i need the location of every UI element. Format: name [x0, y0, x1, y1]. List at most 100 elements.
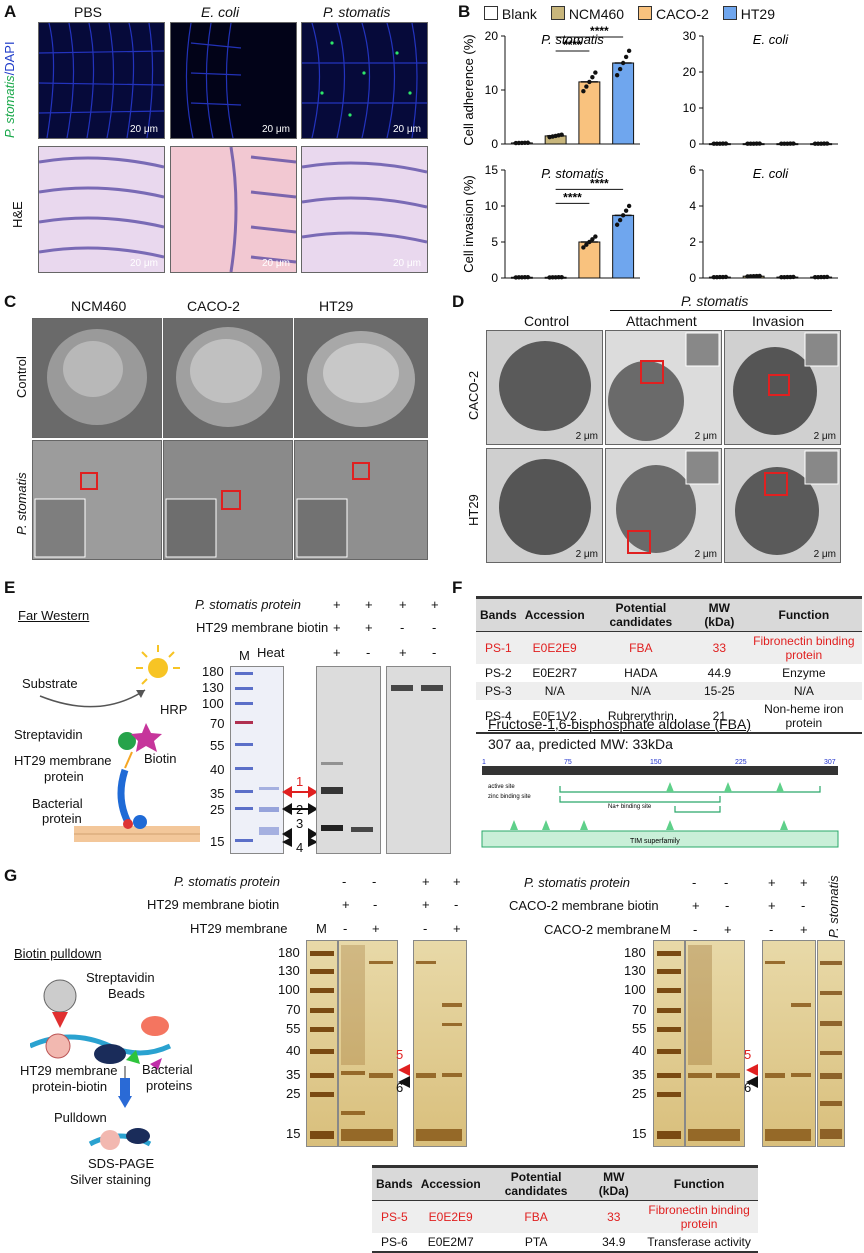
cond-value: +	[365, 620, 373, 635]
sem-ncm460-control	[32, 318, 162, 438]
cond-value: -	[372, 874, 377, 889]
site-label-tim: TIM superfamily	[630, 838, 680, 845]
cond-value: +	[333, 645, 341, 660]
diagram-label-biotin: Biotin	[144, 751, 177, 766]
bacterial-protein-shape	[117, 768, 134, 828]
y-tick-label: 30	[683, 29, 697, 43]
western-blot-lanes-1-2	[316, 666, 381, 854]
mw-40: 40	[286, 1043, 301, 1058]
data-point	[757, 273, 762, 279]
silver-gel-pstomatis-lane	[817, 940, 845, 1147]
micrograph-he-pstomatis: 20 μm	[301, 146, 428, 273]
row-label-caco2: CACO-2	[466, 370, 481, 420]
y-tick-label: 20	[683, 65, 697, 79]
marker-label: M	[239, 648, 250, 663]
tem-ht29-invasion: 2 μm	[724, 448, 841, 563]
significance-label: ****	[590, 24, 609, 38]
legend-swatch	[550, 6, 565, 20]
data-point	[559, 132, 564, 137]
data-point	[824, 141, 830, 146]
pulldown-diagram	[30, 979, 172, 1150]
ruler-tick: 75	[564, 759, 572, 766]
band-label-6: 6	[396, 1080, 404, 1095]
data-point	[623, 54, 629, 60]
candidates-table-f: Bands Accession Potential candidates MW …	[476, 596, 862, 734]
band-label-3: 3	[296, 816, 304, 831]
col-label-ecoli: E. coli	[201, 4, 240, 20]
band-label-5: 5	[744, 1047, 752, 1062]
ruler-tick: 307	[824, 759, 836, 766]
significance-label: ****	[590, 176, 609, 190]
mw-70: 70	[286, 1002, 301, 1017]
silver-gel-lanes-1-2-right	[685, 940, 745, 1147]
legend-item-blank: Blank	[484, 6, 537, 22]
panel-label-e: E	[4, 578, 16, 597]
table-header: MW (kDa)	[692, 596, 746, 632]
data-point	[626, 203, 632, 209]
data-point	[587, 79, 592, 85]
y-tick-label: 0	[491, 137, 498, 151]
panel-label-g: G	[4, 866, 18, 885]
mw-25: 25	[632, 1086, 647, 1101]
lane-label-pstomatis: P. stomatis	[826, 875, 841, 938]
data-point	[623, 208, 629, 213]
mw-35: 35	[632, 1067, 647, 1082]
row-label-he: H&E	[10, 201, 25, 228]
candidates-table-g: Bands Accession Potential candidates MW …	[372, 1165, 758, 1253]
silver-gel-lanes-1-2-left	[338, 940, 398, 1147]
mw-130: 130	[624, 963, 646, 978]
diagram-label-silver: Silver staining	[70, 1172, 151, 1187]
mw-35: 35	[286, 1067, 301, 1082]
scale-bar-label: 20 μm	[393, 258, 421, 269]
data-point	[590, 75, 595, 80]
data-point	[626, 48, 632, 54]
marker-label: M	[316, 921, 327, 936]
diagram-label-bacterial: Bacterial	[142, 1062, 193, 1077]
col-label-pbs: PBS	[74, 4, 103, 20]
sem-ht29-control	[294, 318, 428, 438]
cond-value: -	[373, 897, 378, 912]
mw-100: 100	[624, 982, 646, 997]
cond-value: -	[725, 898, 730, 913]
diagram-label-membrane-protein: protein	[44, 769, 84, 784]
row-label-pstomatis: P. stomatis	[14, 472, 29, 535]
panel-label-a: A	[4, 2, 17, 21]
sem-ht29-pstomatis	[294, 440, 428, 560]
legend-swatch	[722, 6, 737, 20]
table-row: PS-3 N/A N/A 15-25 N/A	[476, 682, 862, 700]
tem-ht29-attachment: 2 μm	[605, 448, 722, 563]
ruler-tick: 225	[735, 759, 747, 766]
data-point	[791, 141, 796, 146]
cond-value: -	[454, 897, 459, 912]
tem-ht29-control: 2 μm	[486, 448, 603, 563]
fba-domain-diagram: 1 75 150 225 307 active site zinc bindin…	[481, 759, 839, 848]
fba-title: Fructose-1,6-bisphosphate aldolase (FBA)	[488, 716, 752, 732]
site-label-active: active site	[488, 784, 515, 790]
mw-55: 55	[632, 1021, 647, 1036]
cond-label-heat: Heat	[257, 645, 285, 660]
marker-label: M	[660, 922, 671, 937]
col-label-pstomatis: P. stomatis	[323, 4, 391, 20]
cond-label-pstomatis-protein: P. stomatis protein	[195, 597, 301, 612]
panel-label-f: F	[452, 578, 463, 597]
y-tick-label: 2	[689, 235, 696, 249]
table-row: PS-5 E0E2E9 FBA 33 Fibronectin binding prote…	[372, 1200, 758, 1233]
mw-25: 25	[210, 802, 225, 817]
cond-value: -	[432, 620, 437, 635]
y-tick-label: 5	[491, 235, 498, 249]
scale-bar-label: 20 μm	[262, 124, 290, 135]
data-point	[584, 84, 589, 89]
mw-55: 55	[210, 738, 225, 753]
micrograph-fluor-pstomatis: 20 μm	[301, 22, 428, 139]
cond-value: -	[342, 874, 347, 889]
data-point	[723, 274, 729, 280]
cond-label-caco2-membrane-biotin: CACO-2 membrane biotin	[509, 898, 659, 913]
cond-value: -	[724, 875, 729, 890]
diagram-label-bacterial-protein: protein	[42, 811, 82, 826]
scale-bar-label: 20 μm	[130, 258, 158, 269]
cond-value: +	[768, 875, 776, 890]
table-header: Bands	[372, 1165, 417, 1201]
fba-subtitle: 307 aa, predicted MW: 33kDa	[488, 736, 673, 752]
silver-gel-marker-left	[306, 940, 338, 1147]
cond-value: +	[431, 597, 439, 612]
